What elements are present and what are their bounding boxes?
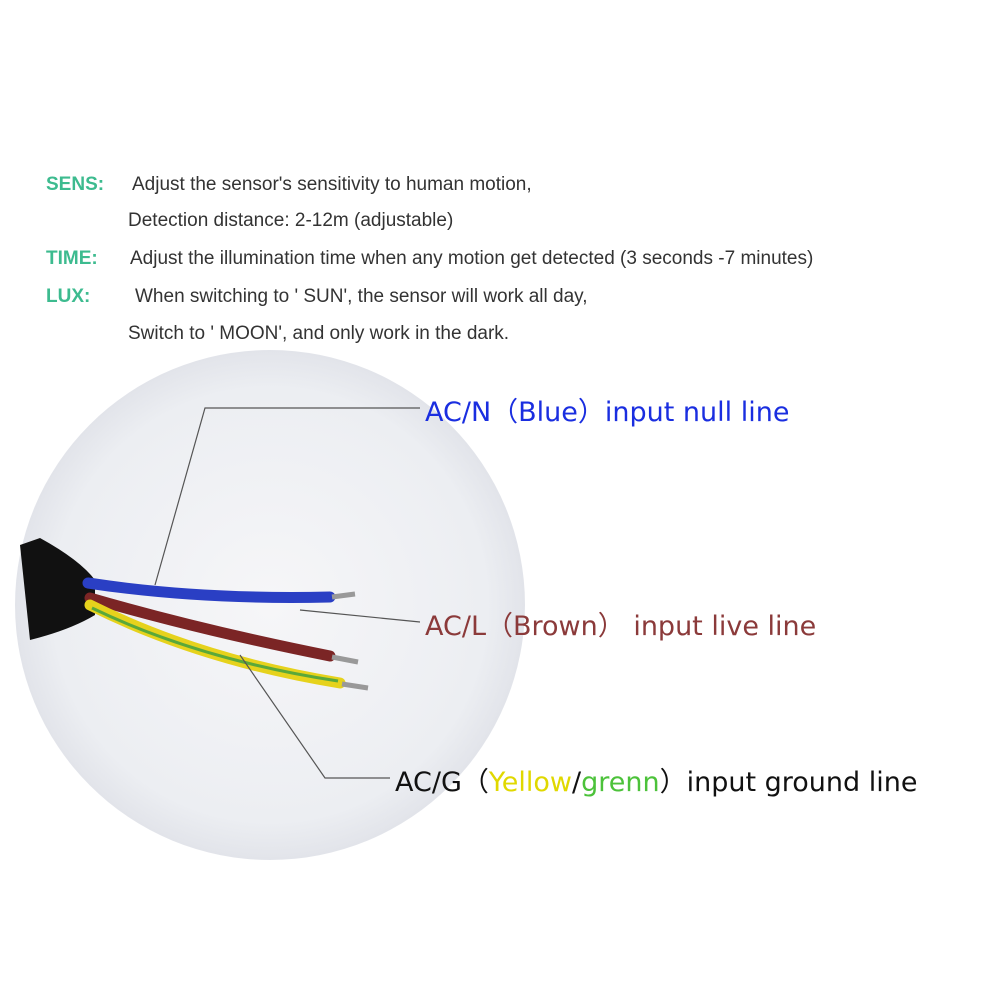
- lux-text: When switching to ' SUN', the sensor wil…: [135, 286, 588, 307]
- photo-circle: [15, 350, 525, 860]
- ground-prefix: AC/G（: [395, 767, 489, 798]
- sens-detection-text: Detection distance: 2-12m (adjustable): [128, 210, 454, 231]
- sens-key: SENS:: [46, 174, 105, 195]
- blue-wire: [82, 577, 336, 603]
- brown-wire-tip: [331, 654, 359, 665]
- neutral-leader-line: [154, 407, 420, 586]
- ground-wire-tip: [341, 681, 369, 691]
- time-key: TIME:: [46, 248, 98, 269]
- ground-suffix: ）input ground line: [659, 767, 918, 798]
- neutral-wire-label: AC/N（Blue）input null line: [425, 397, 790, 428]
- lux-moon-text: Switch to ' MOON', and only work in the …: [128, 323, 510, 344]
- ground-leader-line: [239, 654, 390, 779]
- brown-wire: [84, 592, 336, 662]
- time-text: Adjust the illumination time when any mo…: [130, 248, 814, 269]
- live-leader-line: [299, 609, 421, 623]
- ground-wire-label: AC/G（Yellow/grenn）input ground line: [395, 760, 917, 799]
- sens-text: Adjust the sensor's sensitivity to human…: [132, 174, 532, 195]
- live-wire-label: AC/L（Brown） input live line: [425, 611, 817, 642]
- ground-slash: /: [572, 767, 582, 798]
- ground-wire-stripe: [91, 606, 339, 683]
- blue-wire-tip: [331, 591, 356, 600]
- lux-key: LUX:: [46, 286, 91, 307]
- ground-yellow: Yellow: [488, 767, 572, 798]
- ground-green: grenn: [581, 767, 660, 798]
- cable-jacket: [20, 538, 95, 640]
